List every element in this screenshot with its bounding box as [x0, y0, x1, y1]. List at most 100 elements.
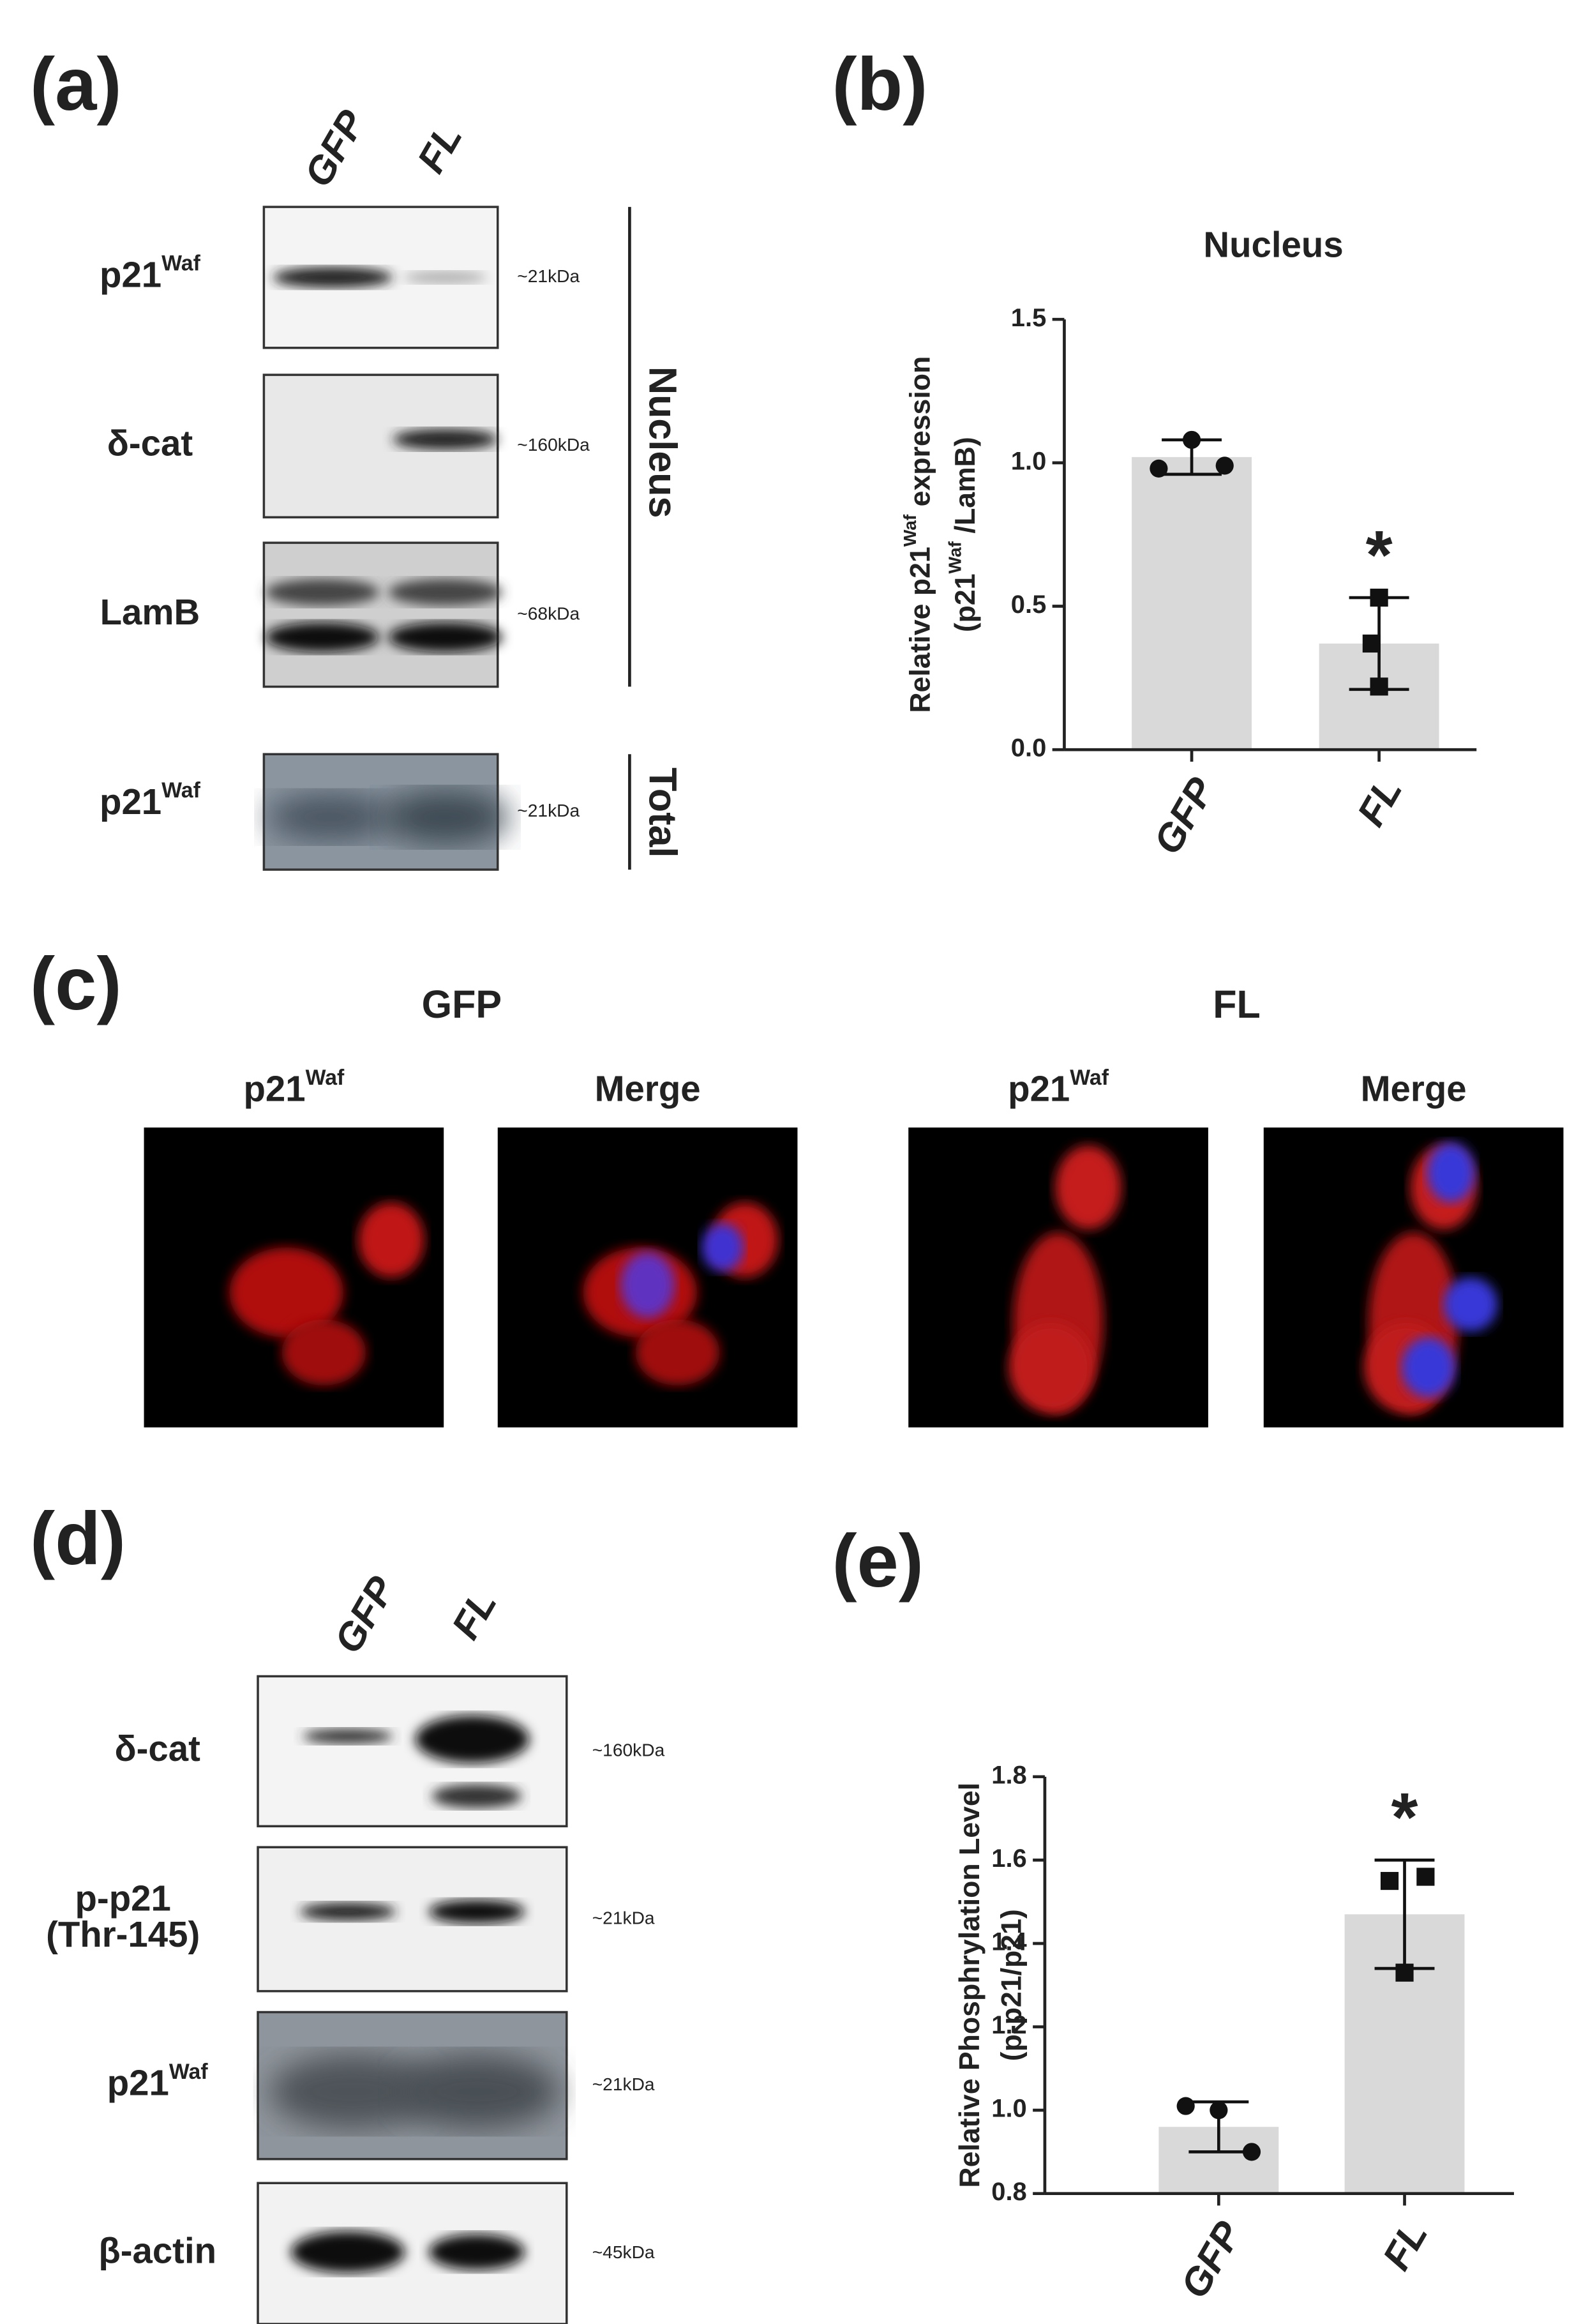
row-label-sup: Waf: [161, 778, 200, 803]
data-point: [1215, 456, 1234, 475]
row-label: δ-cat: [107, 423, 193, 464]
cell: [1427, 1142, 1475, 1203]
data-point: [1150, 459, 1168, 478]
significance-mark: *: [1391, 1778, 1418, 1855]
blot-band: [403, 271, 488, 283]
y-axis-label-part: Relative Phosphrylation Level: [954, 1783, 986, 2188]
y-axis-label: Relative p21Waf expression: [899, 356, 936, 713]
y-axis-label-part: Waf: [945, 541, 965, 573]
row-label-text: p21: [1008, 1069, 1070, 1109]
cell: [281, 1319, 366, 1385]
row-label: δ-cat: [114, 1728, 200, 1769]
lane-label: GFP: [326, 1569, 403, 1661]
row-label: p21Waf: [243, 1066, 345, 1109]
row-label: p21Waf: [107, 2060, 209, 2103]
row-label: (Thr-145): [46, 1914, 200, 1954]
row-label-sup: Waf: [306, 1066, 345, 1090]
row-label: LamB: [100, 592, 200, 632]
x-tick-label: GFP: [1145, 770, 1223, 861]
x-tick-label: FL: [1374, 2214, 1435, 2277]
y-tick-label: 0.8: [991, 2178, 1026, 2206]
blot-band: [431, 1784, 522, 1809]
x-tick-label: FL: [1349, 770, 1410, 833]
row-label: p-p21: [75, 1878, 171, 1919]
y-tick-label: 0.0: [1011, 734, 1046, 762]
y-axis-label-part: Waf: [899, 514, 920, 547]
cell: [229, 1247, 343, 1338]
row-label-sup: Waf: [169, 2060, 208, 2084]
chart-title: Nucleus: [1203, 224, 1343, 264]
y-tick-label: 1.6: [991, 1845, 1026, 1873]
size-marker: ~21kDa: [517, 266, 580, 286]
lane-label: FL: [409, 117, 470, 180]
y-tick-label: 1.0: [1011, 447, 1046, 475]
panel-label: (d): [30, 1497, 126, 1580]
size-marker: ~21kDa: [517, 800, 580, 820]
significance-mark: *: [1366, 516, 1393, 593]
blot-band: [267, 793, 393, 841]
y-axis-label-part: (p21: [950, 573, 981, 632]
row-label-text: p21: [100, 781, 161, 822]
size-marker: ~21kDa: [592, 1907, 655, 1928]
cell: [1055, 1145, 1121, 1230]
data-point: [1242, 2143, 1261, 2161]
y-axis-label: (p-p21/p21): [996, 1909, 1027, 2061]
y-axis-label: (p21Waf /LamB): [945, 437, 981, 632]
data-point: [1370, 677, 1388, 696]
blot-image: [262, 541, 499, 688]
row-label-text: δ-cat: [114, 1728, 200, 1769]
blot-band: [290, 2231, 405, 2274]
cell: [358, 1202, 424, 1278]
data-point: [1395, 1963, 1414, 1982]
row-label-sup: Waf: [161, 252, 200, 276]
y-tick-label: 1.4: [991, 1928, 1026, 1956]
row-label: Merge: [595, 1069, 701, 1109]
data-point: [1176, 2097, 1195, 2115]
row-label: p21Waf: [1008, 1066, 1109, 1109]
size-marker: ~21kDa: [592, 2074, 655, 2094]
panel-label: (b): [832, 42, 927, 126]
row-label: Merge: [1361, 1069, 1467, 1109]
cell: [620, 1251, 675, 1318]
row-label-text: p21: [243, 1069, 305, 1109]
y-axis-label-part: expression: [904, 356, 936, 515]
size-marker: ~45kDa: [592, 2242, 655, 2262]
row-label-text: Merge: [595, 1069, 701, 1109]
row-label-text: δ-cat: [107, 423, 193, 464]
blot-band: [428, 1899, 525, 1924]
cell: [1443, 1277, 1498, 1332]
blot-band: [265, 622, 380, 653]
row-label-text: p21: [100, 254, 161, 294]
row-label: p21Waf: [100, 778, 201, 822]
row-label-text: Merge: [1361, 1069, 1467, 1109]
y-tick-label: 1.0: [991, 2095, 1026, 2123]
blot-band: [394, 2054, 560, 2129]
blot-band: [382, 790, 509, 845]
cell: [701, 1223, 744, 1272]
row-label: p21Waf: [100, 252, 201, 295]
blot-band: [415, 1715, 530, 1763]
x-tick-label: GFP: [1172, 2214, 1250, 2305]
y-axis-label: Relative Phosphrylation Level: [954, 1783, 986, 2188]
y-tick-label: 1.5: [1011, 304, 1046, 332]
size-marker: ~160kDa: [517, 434, 590, 455]
blot-image: [257, 1846, 568, 1993]
row-label: β-actin: [98, 2231, 216, 2271]
row-label-text: LamB: [100, 592, 200, 632]
blot-band: [303, 1728, 393, 1744]
data-point: [1362, 634, 1381, 653]
blot-band: [428, 2234, 525, 2270]
cell: [635, 1319, 720, 1385]
group-label: GFP: [422, 983, 502, 1026]
lane-label: FL: [444, 1583, 505, 1647]
panel-label: (c): [30, 942, 122, 1025]
blot-band: [265, 578, 380, 606]
data-point: [1380, 1871, 1399, 1890]
group-label: Nucleus: [641, 366, 684, 518]
blot-band: [388, 578, 502, 606]
y-tick-label: 1.2: [991, 2011, 1026, 2039]
data-point: [1370, 588, 1388, 607]
blot-band: [393, 428, 498, 450]
